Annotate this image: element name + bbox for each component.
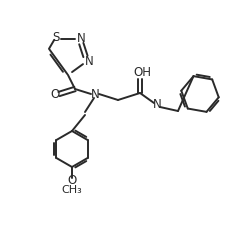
- Text: N: N: [153, 99, 161, 111]
- Text: OH: OH: [133, 67, 151, 79]
- Text: N: N: [85, 55, 93, 68]
- Text: O: O: [50, 87, 60, 101]
- Text: S: S: [53, 31, 60, 44]
- Text: O: O: [67, 173, 77, 187]
- Text: N: N: [76, 32, 85, 45]
- Text: CH₃: CH₃: [62, 185, 82, 195]
- Text: N: N: [91, 87, 99, 101]
